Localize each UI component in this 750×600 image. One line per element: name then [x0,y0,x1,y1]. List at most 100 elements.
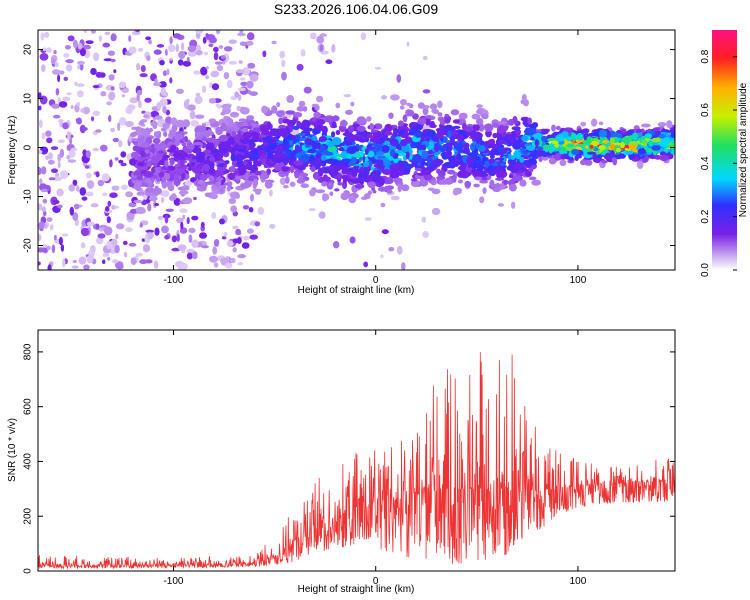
spectrogram-cell [218,118,229,126]
spectrogram-cell [651,137,661,143]
spectrogram-cell [128,35,132,42]
spectrogram-cell [380,254,384,259]
spectrogram-cell [278,117,283,125]
spectrogram-cell [154,115,163,120]
spectrogram-cell [145,229,154,233]
spectrogram-cell [307,149,316,154]
spectrogram-cell [604,152,613,161]
snr-xtick-label: -100 [163,576,183,587]
spectrogram-cell [79,187,87,196]
spectrogram-cell [129,159,139,163]
spectrogram-cell [170,145,177,151]
spectrogram-cell [125,227,133,233]
spectrogram-cell [162,70,167,77]
spectrogram-cell [216,65,224,72]
spectrogram-cell [72,179,78,186]
spectrogram-cell [50,58,56,65]
spectrogram-cell [474,176,483,181]
spectrogram-cell [488,158,496,164]
spectrogram-cell [293,160,304,166]
spectrogram-cell [223,72,230,80]
spectrogram-cell [38,247,45,253]
spectrogram-cell [46,137,53,144]
spectrogram-cell [145,192,154,197]
spectrogram-cell [484,160,490,168]
spectrogram-cell [102,42,111,48]
spectrogram-cell [246,32,255,41]
spectrogram-cell [137,47,144,52]
spectrogram-cell [225,262,233,269]
snr-plot: -100 0 100 0 200 400 600 800 Height of straight… [7,329,676,595]
spectrogram-cell [115,233,119,240]
spectrogram-cell [147,203,152,212]
spectrogram-cell [519,179,527,187]
snr-x-label: Height of straight line (km) [298,584,415,595]
spectrogram-cell [137,161,145,167]
spectrogram-cell [263,138,274,143]
spectrogram-cell [90,30,97,34]
spectrogram-cell [497,121,507,125]
spectrogram-cell [289,139,294,146]
spectrogram-cell [183,99,189,109]
spectrogram-cell [247,62,256,69]
colorbar-tick-label: 0.6 [700,103,711,117]
spectrogram-cell [110,33,117,42]
snr-series-line [38,352,675,570]
spectrogram-cell [369,123,375,131]
spectrogram-cell [134,183,141,191]
spectrogram-cell [70,105,74,109]
spectrogram-cell [390,195,400,201]
spectrogram-cell [103,58,113,62]
spectrogram-cell [62,122,69,130]
spectrogram-cell [226,240,234,247]
spectrogram-cell [153,131,159,138]
spectrogram-cell [335,129,341,136]
spectrogram-cell [340,192,349,201]
spectrogram-cell [235,231,242,236]
spectrogram-cell [349,236,356,244]
spectrogram-cell [153,49,162,55]
spectrogram-cell [173,177,181,186]
spectrogram-cell [153,162,158,167]
snr-y-label: SNR (10 * v/v) [7,418,18,482]
spectrogram-cell [435,131,444,139]
spectrogram-cell [546,151,557,156]
spectrogram-cell [452,189,459,196]
spectrogram-cell [95,171,100,178]
spectrogram-cell [345,109,353,115]
spectrogram-cell [489,154,495,159]
spectrogram-cell [84,165,90,169]
spectrogram-cell [425,115,433,119]
spectrogram-cell [172,152,183,158]
spectrogram-cell [162,190,170,198]
spectrogram-cell [311,135,318,142]
spectrogram-cell [136,93,140,102]
spectrogram-cell [193,165,201,174]
spectrogram-cell [527,128,537,135]
spectrogram-cell [122,240,128,246]
spectrogram-cell [287,134,294,141]
spectrogram-cell [329,191,334,196]
spectrogram-cell [479,196,485,204]
spectrogram-cell [102,259,106,265]
spectrogram-cell [71,265,79,269]
spectrogram-cell [99,224,108,229]
spectrogram-cell [479,123,485,132]
spectrogram-cell [320,50,329,55]
spectrogram-cell [444,152,452,159]
spectrogram-cell [136,62,141,71]
spectrogram-cell [54,61,59,68]
spectrogram-cell [168,44,176,53]
spectrogram-cell [136,136,145,144]
spectrogram-cell [139,259,148,265]
spectrogram-cell [39,178,43,185]
spectrogram-cell [490,148,496,156]
spectrogram-cell [195,92,201,97]
spectrogram-cell [51,168,58,173]
spectrogram-cell [131,138,138,142]
spectrogram-cell [97,233,106,239]
spectrogram-cell [303,86,312,94]
spectrogram-cell [497,203,505,207]
spectrogram-cell [181,172,186,180]
